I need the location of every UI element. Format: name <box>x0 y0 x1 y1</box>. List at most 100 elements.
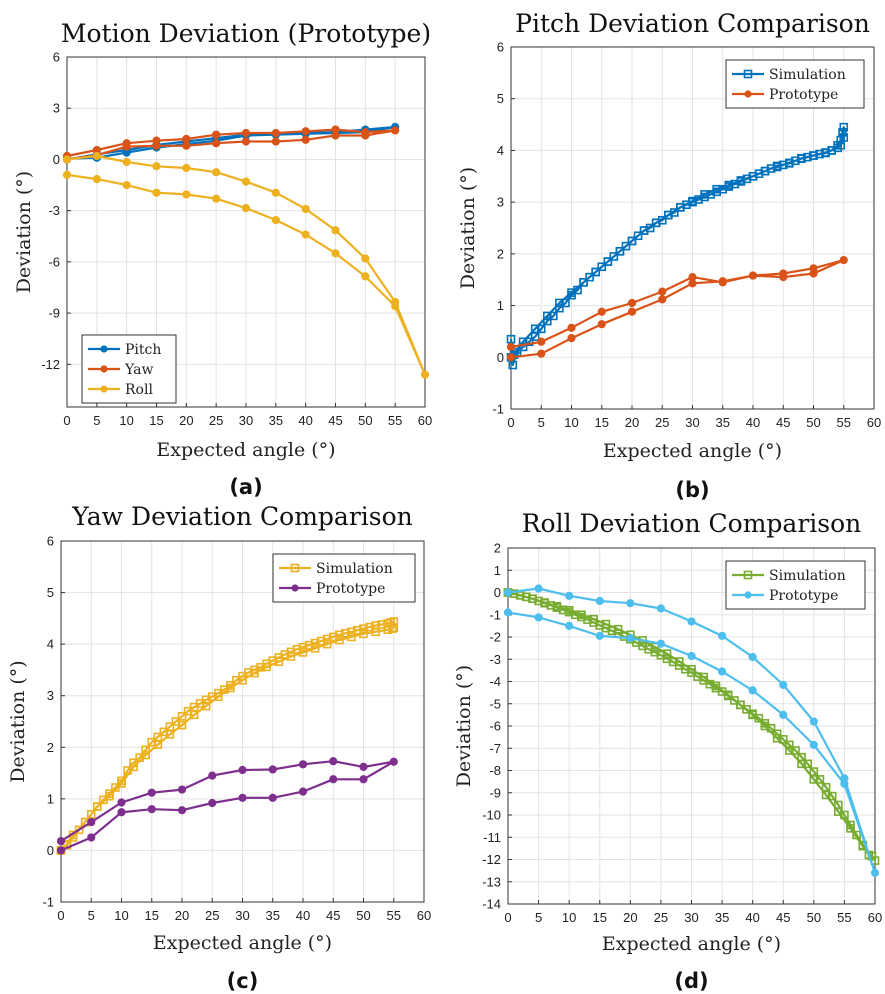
data-point <box>766 723 776 733</box>
x-tick-label: 5 <box>538 415 545 430</box>
series-simulation <box>503 588 880 865</box>
data-point <box>214 692 223 702</box>
legend-label: Simulation <box>769 67 846 83</box>
x-tick-label: 0 <box>63 413 70 428</box>
y-tick-label: 1 <box>494 563 501 578</box>
data-point <box>534 584 543 593</box>
data-point <box>391 126 400 135</box>
data-point <box>565 591 574 600</box>
data-point <box>506 353 516 362</box>
data-point <box>105 791 114 801</box>
data-point <box>657 215 667 225</box>
data-point <box>189 710 199 720</box>
data-point <box>565 621 574 630</box>
panel-caption: (b) <box>675 478 709 502</box>
data-point <box>567 288 576 297</box>
data-point <box>301 204 310 214</box>
data-point <box>87 817 96 827</box>
data-point <box>524 337 534 347</box>
y-axis-label: Deviation (°) <box>457 167 479 289</box>
data-point <box>117 798 126 807</box>
data-point <box>141 750 150 760</box>
data-point <box>772 733 782 743</box>
data-point <box>177 720 187 730</box>
y-tick-label: -3 <box>489 652 501 667</box>
x-tick-label: 10 <box>114 908 128 923</box>
data-point <box>687 617 696 626</box>
data-point <box>718 277 727 286</box>
y-tick-label: 5 <box>497 91 504 106</box>
series-yaw <box>62 125 400 164</box>
y-axis-label: Deviation (°) <box>453 665 475 787</box>
data-point <box>852 830 861 840</box>
data-point <box>621 241 631 251</box>
data-point <box>122 180 131 190</box>
data-point <box>626 599 635 608</box>
data-point <box>585 272 594 282</box>
data-point <box>359 629 368 639</box>
data-point <box>656 604 666 613</box>
y-axis-label: Deviation (°) <box>7 660 29 782</box>
data-point <box>182 163 191 173</box>
data-point <box>736 176 746 185</box>
x-tick-label: 25 <box>209 413 223 428</box>
data-point <box>208 798 217 808</box>
x-tick-label: 35 <box>269 413 283 428</box>
x-tick-label: 35 <box>715 910 729 925</box>
data-point <box>537 337 546 346</box>
data-point <box>778 160 788 170</box>
data-point <box>846 824 855 833</box>
data-point <box>589 614 598 624</box>
data-point <box>212 194 221 203</box>
data-point <box>772 729 782 739</box>
legend-label: Pitch <box>125 342 161 358</box>
data-point <box>748 171 758 181</box>
data-point <box>748 271 758 280</box>
series-prototype <box>506 255 848 362</box>
y-tick-label: 4 <box>497 143 504 158</box>
x-tick-label: 50 <box>356 908 370 923</box>
data-point <box>597 262 607 272</box>
data-point <box>827 791 837 801</box>
data-point <box>503 608 513 617</box>
data-point <box>658 287 667 296</box>
data-point <box>736 700 745 710</box>
series-simulation <box>56 617 399 855</box>
data-point <box>298 642 308 652</box>
data-point <box>152 141 161 150</box>
data-point <box>688 196 697 206</box>
data-point <box>595 621 605 630</box>
panel-a-motion-deviation: 0 5 10 15 20 25 30 35 40 45 50 55 60 -12 -9 -6 -3 0 3 6Moti… <box>13 19 432 499</box>
data-point <box>153 740 163 750</box>
data-point <box>797 759 806 769</box>
data-point <box>322 634 332 644</box>
data-point <box>609 252 619 261</box>
x-axis-label: Expected angle (°) <box>603 440 782 462</box>
x-tick-label: 25 <box>205 908 219 923</box>
data-point <box>420 370 430 379</box>
data-point <box>147 737 157 747</box>
data-point <box>803 759 813 769</box>
y-tick-label: -8 <box>489 763 501 778</box>
legend-marker <box>743 570 753 580</box>
x-tick-label: 20 <box>179 413 193 428</box>
data-point <box>626 634 635 643</box>
data-point <box>809 775 819 784</box>
panel-caption: (a) <box>229 475 262 499</box>
data-point <box>359 624 368 633</box>
x-axis-label: Expected angle (°) <box>153 932 332 954</box>
x-tick-label: 60 <box>417 908 431 923</box>
data-point <box>760 166 770 176</box>
data-point <box>530 324 540 334</box>
x-tick-label: 45 <box>776 910 790 925</box>
y-tick-label: 2 <box>47 740 54 755</box>
data-point <box>389 623 399 632</box>
y-tick-label: 2 <box>494 541 501 556</box>
x-tick-label: 0 <box>57 908 64 923</box>
x-tick-label: 55 <box>837 415 851 430</box>
data-point <box>298 787 308 796</box>
data-point <box>250 668 259 678</box>
data-point <box>334 630 344 640</box>
data-point <box>182 190 191 199</box>
